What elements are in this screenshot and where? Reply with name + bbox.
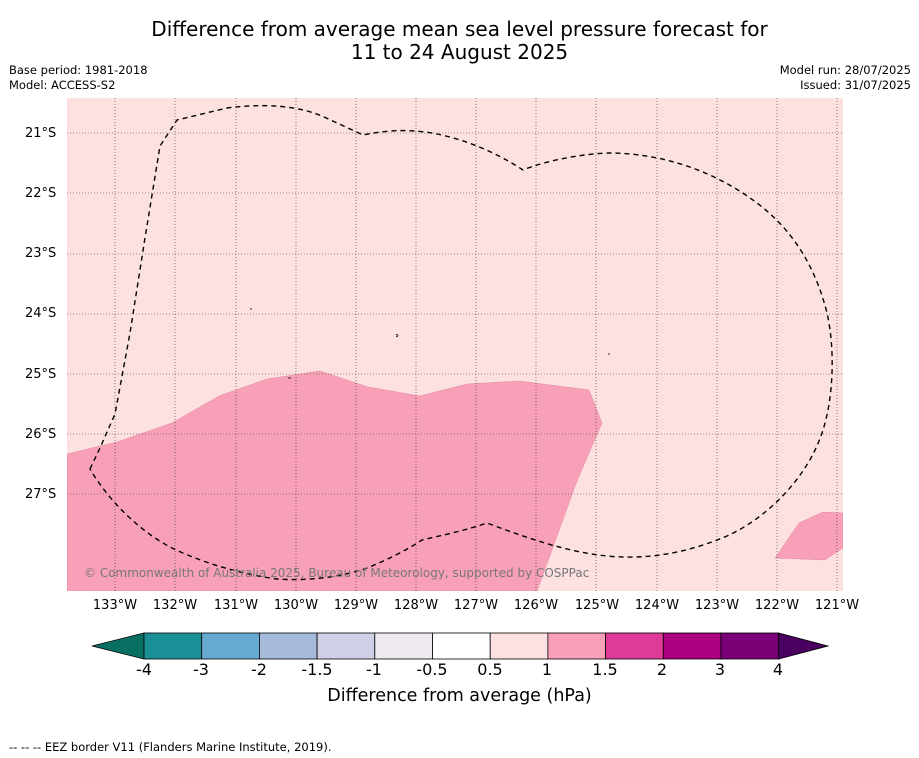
base-period: Base period: 1981-2018	[9, 63, 148, 77]
colorbar-segment	[662, 632, 722, 660]
colorbar-tick: -3	[193, 660, 209, 679]
lat-label: 22°S	[25, 186, 57, 201]
colorbar-tick: 2	[656, 660, 668, 679]
island-marker	[395, 334, 399, 337]
lon-label: 131°W	[213, 598, 259, 613]
lon-label: 128°W	[393, 598, 439, 613]
colorbar-segment	[489, 632, 549, 660]
graticule	[67, 98, 843, 591]
colorbar-segment	[374, 632, 433, 660]
colorbar-segment	[258, 632, 318, 660]
run-info: Model run: 28/07/2025 Issued: 31/07/2025	[780, 63, 911, 93]
lon-label: 130°W	[273, 598, 319, 613]
colorbar-segment	[605, 632, 664, 660]
colorbar-label: Difference from average (hPa)	[327, 686, 592, 706]
colorbar-tick: -2	[251, 660, 267, 679]
lon-label: 133°W	[92, 598, 138, 613]
colorbar-tick: -1	[366, 660, 382, 679]
lat-label: 21°S	[25, 126, 57, 141]
lon-label: 123°W	[694, 598, 740, 613]
title-line-2: 11 to 24 August 2025	[350, 40, 569, 64]
lon-label: 132°W	[152, 598, 198, 613]
colorbar-tick: 3	[714, 660, 726, 679]
anomaly-patch-main	[67, 370, 603, 591]
colorbar-segment	[316, 632, 376, 660]
colorbar-tick: -0.5	[416, 660, 448, 679]
lat-label: 23°S	[25, 246, 57, 261]
lat-label: 27°S	[25, 487, 57, 502]
lat-label: 25°S	[25, 367, 57, 382]
issued-date: Issued: 31/07/2025	[800, 78, 911, 92]
colorbar	[91, 632, 830, 660]
colorbar-segment	[720, 632, 780, 660]
colorbar-tick: -4	[136, 660, 152, 679]
colorbar-extend-high	[778, 632, 830, 660]
lon-label: 121°W	[814, 598, 860, 613]
lon-label: 125°W	[574, 598, 620, 613]
copyright-text: © Commonwealth of Australia 2025, Bureau…	[84, 566, 590, 580]
model-name: Model: ACCESS-S2	[9, 78, 116, 92]
colorbar-tick: 0.5	[477, 660, 503, 679]
eez-border	[89, 104, 833, 581]
lon-label: 127°W	[453, 598, 499, 613]
pressure-anomaly-map	[67, 98, 843, 591]
lon-label: 124°W	[634, 598, 680, 613]
colorbar-segment	[432, 632, 491, 660]
colorbar-tick: 1.5	[592, 660, 618, 679]
colorbar-extend-low	[91, 632, 145, 660]
base-info: Base period: 1981-2018 Model: ACCESS-S2	[9, 63, 148, 93]
lat-label: 26°S	[25, 427, 57, 442]
lon-label: 126°W	[513, 598, 559, 613]
colorbar-segment	[201, 632, 260, 660]
anomaly-patch-east	[774, 511, 843, 561]
eez-footnote: -- -- -- EEZ border V11 (Flanders Marine…	[9, 740, 332, 754]
map-title: Difference from average mean sea level p…	[0, 18, 919, 64]
colorbar-tick: 1	[541, 660, 553, 679]
colorbar-segment	[143, 632, 203, 660]
colorbar-tick: 4	[772, 660, 784, 679]
lat-label: 24°S	[25, 306, 57, 321]
lon-label: 129°W	[333, 598, 379, 613]
title-line-1: Difference from average mean sea level p…	[151, 17, 768, 41]
colorbar-tick: -1.5	[301, 660, 333, 679]
colorbar-segment	[547, 632, 606, 660]
lon-label: 122°W	[754, 598, 800, 613]
model-run: Model run: 28/07/2025	[779, 63, 911, 77]
